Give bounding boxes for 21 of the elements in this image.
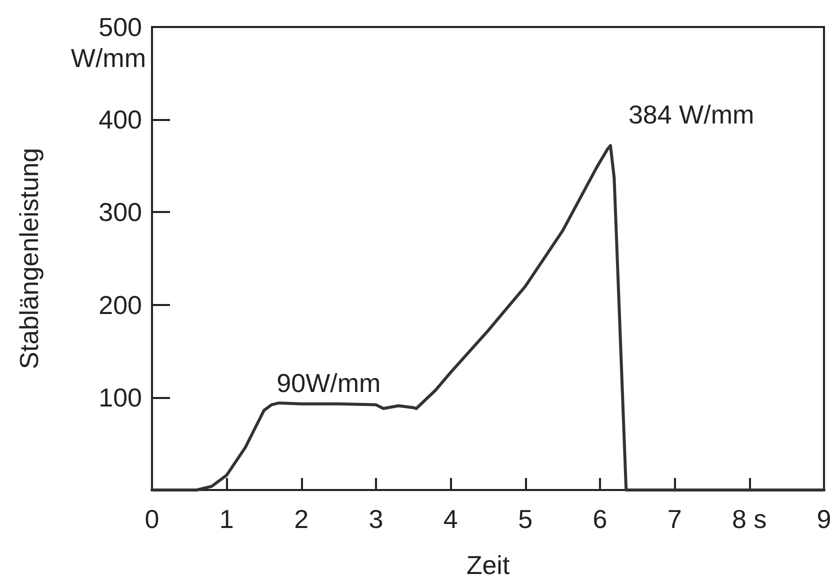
y-tick-label: 200 [98, 290, 142, 320]
x-tick-label: 3 [368, 504, 384, 534]
y-tick-label: 500 [98, 12, 142, 42]
y-axis-title: Stablängenleistung [14, 148, 44, 370]
text: W/mm [70, 43, 146, 73]
annotation: 384 W/mm [628, 100, 754, 130]
x-tick-label: 6 [592, 504, 608, 534]
x-tick-label: 2 [294, 504, 309, 534]
x-tick-label: 4 [443, 504, 458, 534]
line-series [150, 144, 826, 492]
x-tick-label: 1 [219, 504, 234, 534]
x-axis-title: Zeit [466, 550, 510, 580]
y-tick-label: 300 [98, 197, 142, 228]
annotation: 90W/mm [276, 368, 381, 398]
x-tick-label: 8 s [732, 504, 767, 534]
x-tick-label: 7 [667, 504, 682, 534]
y-tick-label: 400 [98, 104, 142, 135]
x-tick-label: 0 [144, 504, 160, 534]
x-tick-label: 5 [518, 504, 533, 534]
y-tick-label: 100 [98, 382, 142, 412]
x-tick-label: 9 [816, 504, 832, 534]
